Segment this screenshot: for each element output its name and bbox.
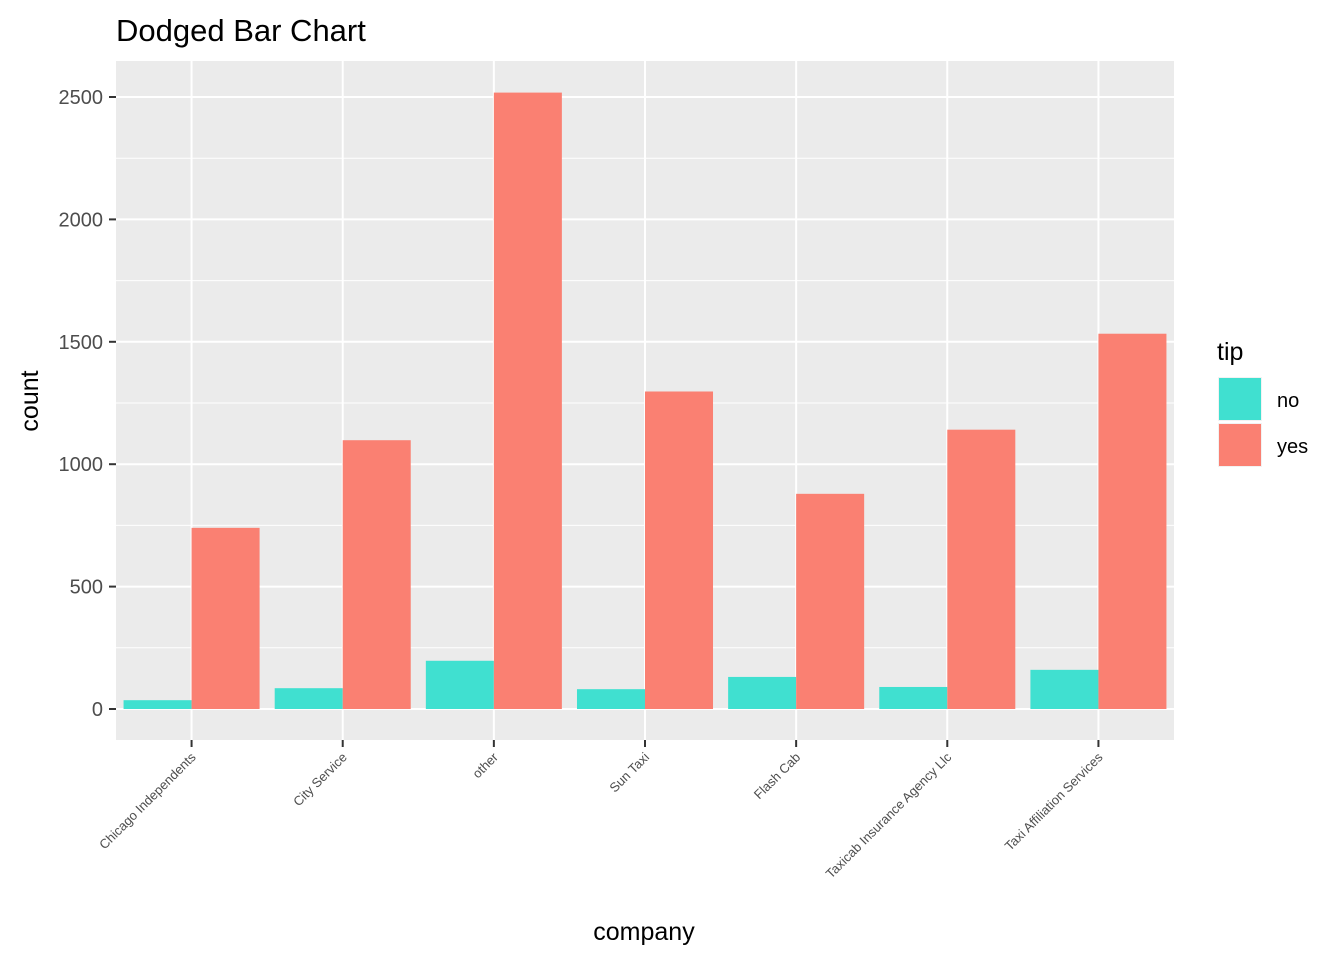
y-tick-label: 0	[92, 699, 103, 721]
bar-no	[274, 688, 343, 709]
bar-yes	[342, 440, 411, 709]
bar-no	[879, 686, 948, 709]
y-tick-label: 1000	[59, 454, 104, 476]
bar-no	[425, 660, 494, 709]
bar-yes	[947, 429, 1016, 709]
x-tick-label: Sun Taxi	[606, 749, 652, 795]
legend-label-yes: yes	[1277, 436, 1308, 458]
y-tick-label: 2000	[59, 209, 104, 231]
bar-yes	[796, 493, 865, 709]
x-tick-label: Flash Cab	[751, 750, 804, 803]
legend-swatch-yes	[1219, 424, 1261, 466]
x-axis-title: company	[593, 918, 695, 946]
x-tick-label: Taxicab Insurance Agency Llc	[823, 749, 955, 881]
legend: tip no yes	[1217, 338, 1308, 467]
legend-title: tip	[1217, 338, 1243, 366]
y-axis-title: count	[16, 370, 44, 431]
x-tick-label: Chicago Independents	[96, 749, 199, 852]
x-tick-label: Taxi Affiliation Services	[1002, 749, 1106, 853]
x-tick-label: City Service	[290, 750, 350, 810]
chart-title: Dodged Bar Chart	[116, 13, 366, 48]
y-tick-label: 1500	[59, 332, 104, 354]
legend-swatch-no	[1219, 378, 1261, 420]
bar-no	[123, 700, 192, 709]
bar-yes	[1098, 333, 1167, 709]
bars	[123, 92, 1167, 709]
bar-yes	[493, 92, 562, 709]
bar-no	[728, 676, 797, 709]
y-axis: 0 500 1000 1500 2000 2500	[59, 87, 116, 721]
bar-no	[576, 689, 645, 709]
bar-no	[1030, 669, 1099, 709]
bar-yes	[191, 527, 260, 709]
x-axis: Chicago Independents City Service other Sun…	[96, 740, 1106, 881]
y-tick-label: 2500	[59, 87, 104, 109]
legend-label-no: no	[1277, 390, 1299, 412]
y-tick-label: 500	[70, 577, 103, 599]
x-tick-label: other	[469, 749, 501, 781]
bar-yes	[645, 391, 714, 709]
